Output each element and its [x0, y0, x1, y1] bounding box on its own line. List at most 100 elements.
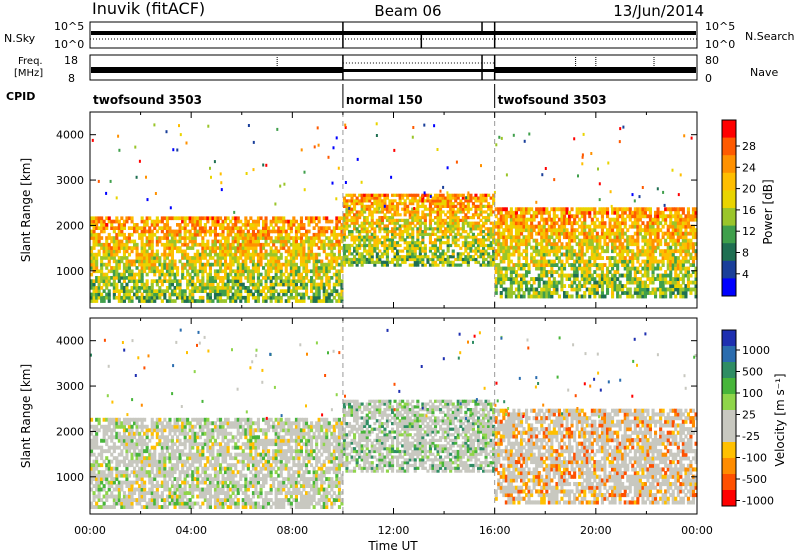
- heatmap-cell: [520, 214, 524, 219]
- heatmap-cell: [145, 252, 149, 257]
- heatmap-cell: [138, 299, 142, 303]
- heatmap-cell: [532, 291, 536, 295]
- heatmap-cell: [666, 252, 670, 257]
- heatmap-cell: [636, 294, 640, 299]
- heatmap-cell: [170, 272, 174, 277]
- heatmap-cell: [267, 286, 271, 290]
- heatmap-cell: [358, 210, 362, 214]
- heatmap-cell: [495, 143, 498, 147]
- heatmap-cell: [365, 227, 369, 231]
- heatmap-cell: [100, 246, 104, 250]
- heatmap-cell: [358, 238, 362, 242]
- heatmap-cell: [95, 463, 99, 468]
- heatmap-cell: [595, 287, 599, 292]
- heatmap-cell: [92, 442, 96, 447]
- heatmap-cell: [479, 263, 483, 267]
- heatmap-cell: [183, 232, 187, 237]
- heatmap-cell: [691, 249, 695, 254]
- heatmap-cell: [262, 232, 266, 237]
- heatmap-cell: [497, 280, 501, 285]
- heatmap-cell: [487, 263, 491, 267]
- heatmap-cell: [580, 249, 584, 254]
- heatmap-cell: [671, 242, 675, 247]
- heatmap-cell: [183, 266, 187, 270]
- heatmap-cell: [681, 277, 685, 281]
- heatmap-cell: [322, 262, 326, 267]
- heatmap-cell: [143, 219, 147, 224]
- heatmap-cell: [115, 473, 119, 478]
- heatmap-cell: [168, 259, 172, 264]
- heatmap-cell: [618, 231, 622, 236]
- heatmap-cell: [153, 259, 157, 264]
- heatmap-cell: [125, 480, 129, 485]
- heatmap-cell: [259, 232, 263, 237]
- heatmap-cell: [502, 287, 506, 292]
- heatmap-cell: [365, 260, 369, 264]
- heatmap-cell: [125, 219, 129, 224]
- heatmap-cell: [611, 287, 615, 292]
- heatmap-cell: [461, 230, 465, 234]
- heatmap-cell: [259, 256, 263, 260]
- heatmap-cell: [284, 249, 288, 254]
- heatmap-cell: [294, 226, 298, 230]
- heatmap-cell: [613, 263, 617, 267]
- heatmap-cell: [497, 207, 501, 212]
- heatmap-cell: [380, 207, 384, 211]
- heatmap-cell: [380, 218, 384, 222]
- heatmap-cell: [608, 256, 612, 260]
- heatmap-cell: [611, 238, 615, 243]
- heatmap-cell: [117, 452, 121, 457]
- heatmap-cell: [499, 242, 503, 247]
- heatmap-cell: [393, 227, 397, 231]
- heatmap-cell: [92, 256, 96, 260]
- heatmap-cell: [115, 466, 119, 471]
- heatmap-cell: [403, 255, 407, 259]
- heatmap-cell: [504, 270, 508, 274]
- heatmap-cell: [115, 269, 119, 274]
- heatmap-cell: [246, 229, 250, 234]
- heatmap-cell: [454, 213, 458, 217]
- heatmap-cell: [299, 286, 303, 290]
- heatmap-cell: [170, 232, 174, 237]
- heatmap-cell: [148, 236, 152, 240]
- heatmap-cell: [436, 235, 440, 239]
- heatmap-cell: [105, 282, 109, 287]
- heatmap-cell: [211, 246, 215, 250]
- heatmap-cell: [284, 232, 288, 237]
- heatmap-cell: [517, 263, 521, 267]
- heatmap-cell: [497, 266, 501, 271]
- heatmap-cell: [213, 223, 217, 227]
- heatmap-cell: [196, 276, 200, 280]
- heatmap-cell: [348, 210, 352, 214]
- heatmap-cell: [590, 221, 594, 226]
- heatmap-cell: [388, 210, 392, 214]
- heatmap-cell: [353, 204, 357, 208]
- heatmap-cell: [360, 235, 364, 239]
- heatmap-cell: [348, 230, 352, 234]
- heatmap-cell: [170, 246, 174, 250]
- heatmap-cell: [358, 232, 362, 236]
- heatmap-cell: [401, 235, 405, 239]
- heatmap-cell: [603, 294, 607, 299]
- heatmap-cell: [213, 216, 217, 221]
- heatmap-cell: [497, 242, 501, 247]
- heatmap-cell: [330, 232, 334, 237]
- heatmap-cell: [403, 260, 407, 264]
- heatmap-cell: [236, 272, 240, 277]
- heatmap-cell: [133, 242, 137, 247]
- heatmap-cell: [335, 232, 339, 237]
- heatmap-cell: [294, 272, 298, 277]
- heatmap-cell: [466, 235, 470, 239]
- heatmap-cell: [355, 252, 359, 256]
- heatmap-cell: [671, 168, 674, 172]
- heatmap-cell: [193, 256, 197, 260]
- heatmap-cell: [504, 266, 508, 271]
- heatmap-cell: [532, 214, 536, 219]
- heatmap-cell: [370, 196, 374, 200]
- heatmap-cell: [191, 226, 195, 230]
- heatmap-cell: [234, 232, 238, 237]
- heatmap-cell: [305, 262, 309, 267]
- heatmap-cell: [588, 231, 592, 236]
- heatmap-cell: [514, 207, 518, 212]
- heatmap-cell: [646, 291, 650, 295]
